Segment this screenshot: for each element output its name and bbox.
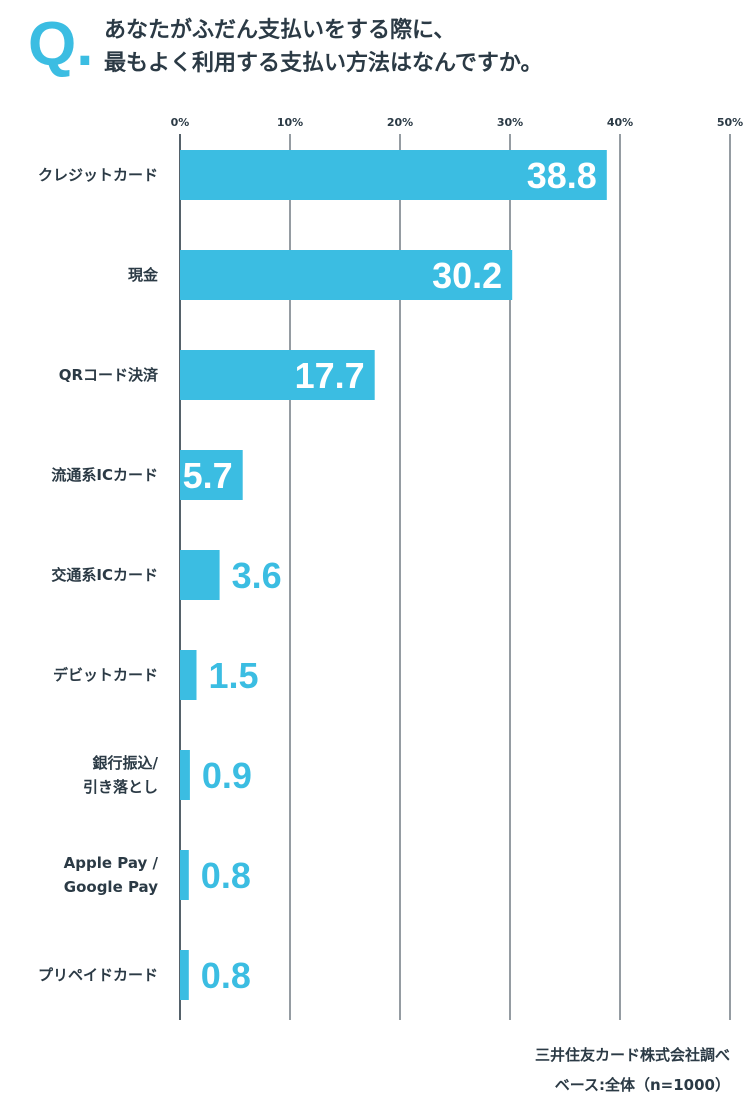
- bar: [180, 550, 220, 600]
- value-label: 3.6: [232, 555, 282, 596]
- tick-label: 50%: [717, 116, 743, 129]
- tick-label: 30%: [497, 116, 523, 129]
- category-label: クレジットカード: [38, 166, 158, 184]
- value-label: 0.8: [201, 855, 251, 896]
- source-note: 三井住友カード株式会社調べ: [534, 1046, 730, 1064]
- category-label: 銀行振込/: [93, 754, 159, 772]
- bar: [180, 350, 375, 400]
- value-label: 17.7: [295, 355, 365, 396]
- value-label: 5.7: [183, 455, 233, 496]
- bar-chart: 0% 10% 20% 30% 40% 50% クレジットカード 38.8 現金 30.2 QRコード…: [38, 116, 743, 1020]
- tick-label: 40%: [607, 116, 633, 129]
- category-label: QRコード決済: [59, 366, 159, 384]
- category-label: 引き落とし: [83, 778, 158, 796]
- value-label: 1.5: [209, 655, 259, 696]
- bar: [180, 750, 190, 800]
- bar: [180, 950, 189, 1000]
- category-label: Google Pay: [64, 878, 158, 896]
- category-label: プリペイドカード: [38, 966, 158, 984]
- question-line-1: あなたがふだん支払いをする際に、: [104, 18, 456, 43]
- bar: [180, 850, 189, 900]
- tick-label: 0%: [171, 116, 190, 129]
- bar: [180, 650, 197, 700]
- base-note: ベース:全体（n=1000）: [554, 1076, 730, 1094]
- bar: [180, 450, 243, 500]
- category-label: Apple Pay /: [64, 854, 159, 872]
- bar: [180, 250, 513, 300]
- bar: [180, 150, 607, 200]
- value-label: 38.8: [527, 155, 597, 196]
- question-text: あなたがふだん支払いをする際に、 最もよく利用する支払い方法はなんですか。: [104, 14, 724, 80]
- category-label: 交通系ICカード: [51, 566, 158, 584]
- question-line-2: 最もよく利用する支払い方法はなんですか。: [104, 51, 543, 76]
- category-label: 流通系ICカード: [51, 466, 158, 484]
- question-mark: Q.: [28, 10, 94, 79]
- value-label: 0.9: [202, 755, 252, 796]
- category-label: 現金: [128, 266, 159, 284]
- category-label: デビットカード: [53, 666, 158, 684]
- tick-label: 20%: [387, 116, 413, 129]
- value-label: 0.8: [201, 955, 251, 996]
- value-label: 30.2: [432, 255, 502, 296]
- tick-label: 10%: [277, 116, 303, 129]
- chart-footer: 三井住友カード株式会社調べ ベース:全体（n=1000）: [535, 1040, 730, 1100]
